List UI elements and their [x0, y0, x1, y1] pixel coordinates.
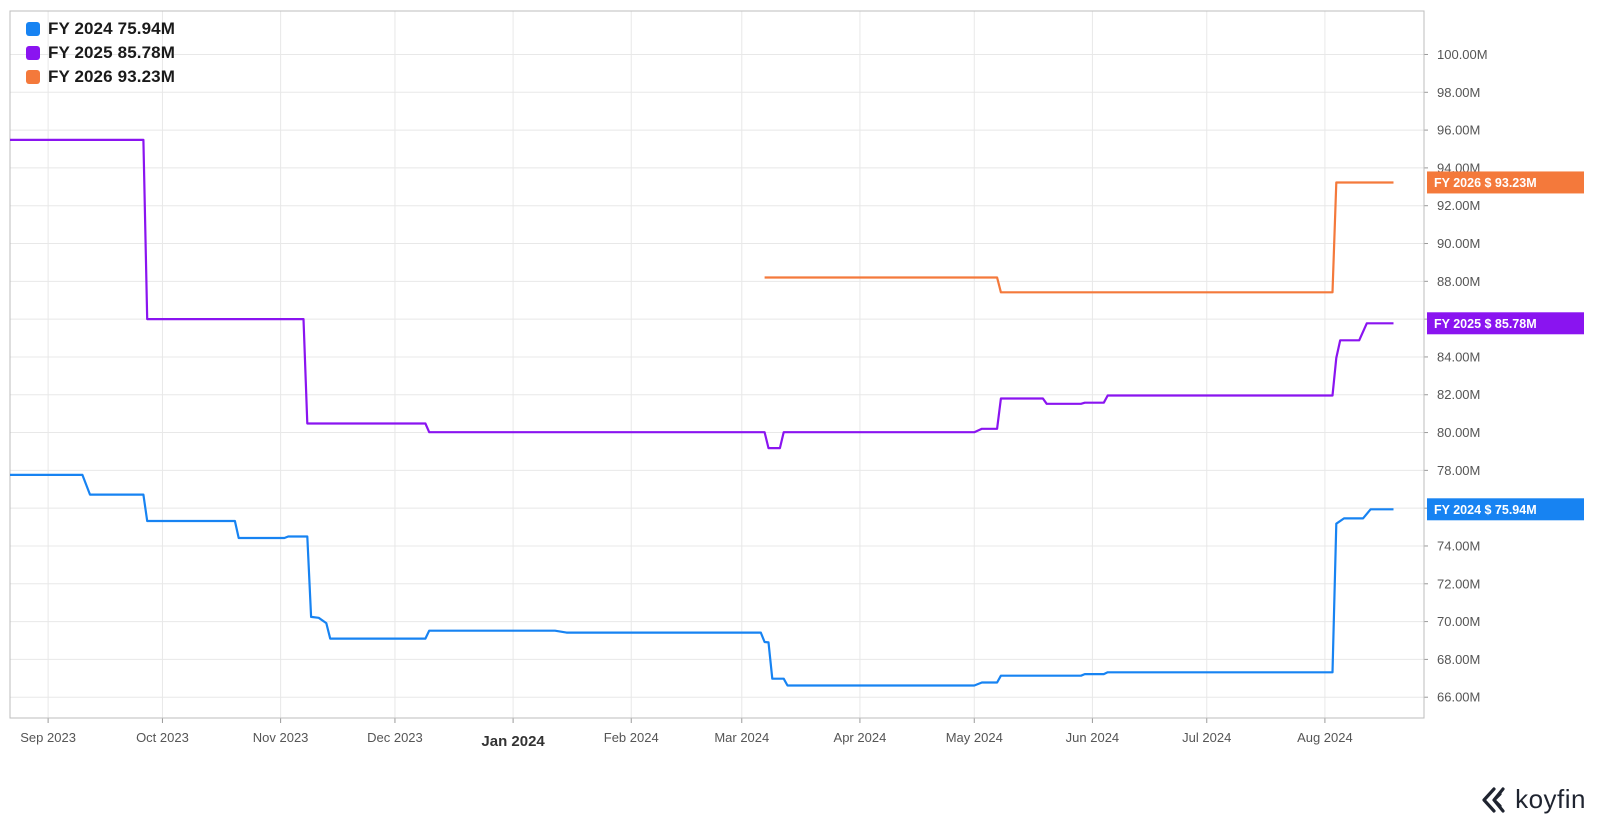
x-tick-label: Sep 2023 — [20, 730, 76, 745]
y-tick-label: 80.00M — [1437, 425, 1480, 440]
y-tick-label: 78.00M — [1437, 463, 1480, 478]
end-label-text: FY 2026 $ 93.23M — [1434, 176, 1537, 190]
legend-series-name: FY 2026 — [48, 67, 113, 86]
series-line-fy-2024 — [10, 473, 1394, 687]
end-label-fy-2025: FY 2025 $ 85.78M — [1427, 312, 1584, 335]
legend-series-name: FY 2025 — [48, 43, 113, 62]
y-tick-label: 68.00M — [1437, 652, 1480, 667]
y-tick-label: 90.00M — [1437, 236, 1480, 251]
brand-logo[interactable]: koyfin — [1481, 784, 1586, 815]
grid-lines — [10, 11, 1424, 718]
series-line-fy-2025 — [10, 138, 1394, 450]
x-tick-label: Oct 2023 — [136, 730, 189, 745]
x-tick-label: Aug 2024 — [1297, 730, 1353, 745]
y-tick-label: 66.00M — [1437, 690, 1480, 705]
legend-label: FY 2024 75.94M — [48, 19, 175, 39]
y-tick-label: 84.00M — [1437, 349, 1480, 364]
legend-series-name: FY 2024 — [48, 19, 113, 38]
y-tick-label: 72.00M — [1437, 576, 1480, 591]
series-line-fy-2026 — [764, 181, 1394, 294]
chart-legend: FY 2024 75.94M FY 2025 85.78M FY 2026 93.23… — [26, 17, 175, 89]
y-tick-label: 100.00M — [1437, 47, 1488, 62]
end-label-box — [1427, 312, 1584, 335]
end-label-box — [1427, 171, 1584, 194]
x-tick-label: Feb 2024 — [604, 730, 659, 745]
legend-series-value: 93.23M — [117, 67, 175, 86]
end-label-fy-2024: FY 2024 $ 75.94M — [1427, 498, 1584, 521]
x-tick-label: Dec 2023 — [367, 730, 423, 745]
plot-frame — [9, 10, 1425, 719]
legend-swatch — [26, 22, 40, 36]
x-tick-label: Jul 2024 — [1182, 730, 1231, 745]
y-tick-label: 98.00M — [1437, 85, 1480, 100]
legend-label: FY 2025 85.78M — [48, 43, 175, 63]
end-label-box — [1427, 498, 1584, 521]
end-label-text: FY 2024 $ 75.94M — [1434, 503, 1537, 517]
axes: 66.00M68.00M70.00M72.00M74.00M76.00M78.0… — [9, 10, 1488, 750]
brand-name: koyfin — [1515, 784, 1586, 814]
x-tick-label: Jun 2024 — [1066, 730, 1120, 745]
x-tick-label: May 2024 — [946, 730, 1003, 745]
series-lines — [10, 138, 1394, 687]
y-tick-label: 74.00M — [1437, 538, 1480, 553]
x-tick-label: Jan 2024 — [481, 733, 545, 750]
end-label-text: FY 2025 $ 85.78M — [1434, 317, 1537, 331]
koyfin-logo-icon — [1482, 786, 1505, 813]
y-tick-label: 96.00M — [1437, 123, 1480, 138]
legend-swatch — [26, 46, 40, 60]
y-tick-label: 88.00M — [1437, 274, 1480, 289]
legend-series-value: 75.94M — [117, 19, 175, 38]
legend-item-fy-2025[interactable]: FY 2025 85.78M — [26, 41, 175, 65]
y-tick-label: 82.00M — [1437, 387, 1480, 402]
x-tick-label: Mar 2024 — [714, 730, 769, 745]
legend-label: FY 2026 93.23M — [48, 67, 175, 87]
legend-swatch — [26, 70, 40, 84]
end-label-fy-2026: FY 2026 $ 93.23M — [1427, 171, 1584, 194]
y-tick-label: 70.00M — [1437, 614, 1480, 629]
x-tick-label: Nov 2023 — [253, 730, 309, 745]
legend-item-fy-2024[interactable]: FY 2024 75.94M — [26, 17, 175, 41]
y-tick-label: 92.00M — [1437, 198, 1480, 213]
x-tick-label: Apr 2024 — [834, 730, 887, 745]
end-value-labels: FY 2024 $ 75.94M FY 2025 $ 85.78M FY 2026 … — [1427, 171, 1584, 521]
legend-item-fy-2026[interactable]: FY 2026 93.23M — [26, 65, 175, 89]
legend-series-value: 85.78M — [117, 43, 175, 62]
